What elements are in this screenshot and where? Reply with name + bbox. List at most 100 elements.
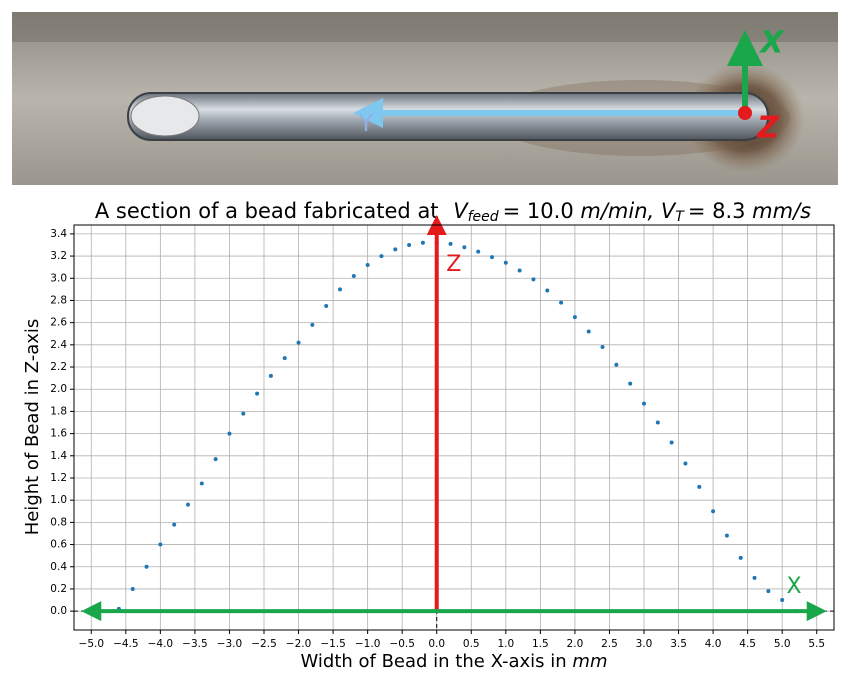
x-tick-label: 4.5 [739,638,756,650]
x-tick-label: 1.0 [497,638,514,650]
photo: X Y Z [12,12,838,185]
y-tick-label: 2.6 [50,317,67,329]
data-point [572,315,577,320]
y-tick-label: 3.4 [50,228,67,240]
y-tick-label: 1.6 [50,428,67,440]
data-point [296,340,301,345]
chart-title: A section of a bead fabricated at Vfeed =… [95,199,811,225]
data-point [172,522,177,527]
title-math: = 8.3 [688,199,746,223]
x-tick-label: 0.5 [463,638,480,650]
data-point [655,420,660,425]
x-tick-label: 5.0 [774,638,791,650]
x-tick-label: −2.5 [251,638,277,650]
photo-z-label: Z [756,111,780,146]
data-point [600,345,605,350]
y-tick-label: 3.0 [50,272,67,284]
bead-start [130,95,200,137]
data-point [448,241,453,246]
x-tick-label: −1.0 [355,638,381,650]
annotation: Z [446,252,461,277]
y-tick-label: 2.8 [50,294,67,306]
data-point [144,564,149,569]
y-tick-label: 1.4 [50,450,67,462]
y-tick-label: 1.0 [50,494,67,506]
title-math: V [453,199,469,223]
title-math: = 10.0 [503,199,574,223]
data-point [642,401,646,406]
data-point [503,260,508,265]
data-point [780,598,785,603]
y-axis-label: Height of Bead in Z-axis [22,319,43,536]
x-tick-label: 4.0 [705,638,722,650]
data-point [199,481,204,486]
x-axis-label: Width of Bead in the X-axis in mm [300,651,607,672]
x-tick-label: −2.0 [286,638,312,650]
y-tick-label: 2.4 [50,339,67,351]
y-tick-label: 0.8 [50,516,67,528]
data-point [752,575,757,580]
plot-frame [73,224,835,631]
weld-bead [127,92,769,141]
data-point [531,277,536,282]
x-tick-label: 0.0 [428,638,445,650]
x-tick-label: 2.5 [601,638,618,650]
data-point [683,461,688,466]
y-tick-label: 0.0 [50,605,67,617]
y-tick-label: 3.2 [50,250,67,262]
data-point [545,288,550,293]
data-point [476,249,481,254]
data-point [766,589,771,594]
x-tick-label: 1.5 [532,638,549,650]
data-point [462,245,467,250]
photo-y-label: Y [358,109,374,137]
data-point [186,502,190,507]
y-tick-label: 0.2 [50,583,67,595]
x-tick-label: −3.5 [182,638,208,650]
title-text: A section of a bead fabricated at [95,199,439,223]
y-tick-label: 1.2 [50,472,67,484]
data-point [407,242,412,247]
y-tick-label: 0.4 [50,561,67,573]
x-tick-label: −5.0 [79,638,105,650]
title-math: T [675,209,685,225]
x-tick-label: −1.5 [320,638,346,650]
data-point [255,391,260,396]
data-point [628,381,633,386]
x-tick-label: 5.5 [808,638,825,650]
data-point [697,484,702,489]
z-axis-dot [738,106,752,120]
annotation: X [786,574,801,599]
y-tick-label: 0.6 [50,539,67,551]
data-point [517,268,522,273]
data-point [490,255,494,260]
plot-background [74,225,834,630]
x-tick-label: −4.0 [148,638,174,650]
title-math: m/min, [580,199,654,223]
data-point [559,300,564,305]
photo-x-label: X [758,26,785,61]
data-point [351,274,356,279]
data-point [711,509,716,514]
data-point [379,254,384,259]
x-axis-label-unit: mm [572,651,607,672]
y-tick-label: 1.8 [50,405,67,417]
y-tick-label: 2.0 [50,383,67,395]
data-point [213,457,218,462]
data-point [130,586,135,591]
data-point [268,373,273,378]
data-point [393,247,398,252]
plot-area: −5.0 −4.5 −4.0 −3.5 −3.0 −2.5 −2.0 −1.5 −1.0 −0.5… [50,215,835,650]
data-point [310,322,315,327]
x-tick-label: 3.0 [636,638,653,650]
data-point [241,411,246,416]
x-tick-label: −4.5 [113,638,139,650]
data-point [282,356,287,361]
title-math: V [661,199,677,223]
x-tick-label: −3.0 [217,638,243,650]
data-point [158,542,163,547]
data-point [669,440,674,445]
data-point [338,287,342,292]
title-math: feed [468,209,499,225]
